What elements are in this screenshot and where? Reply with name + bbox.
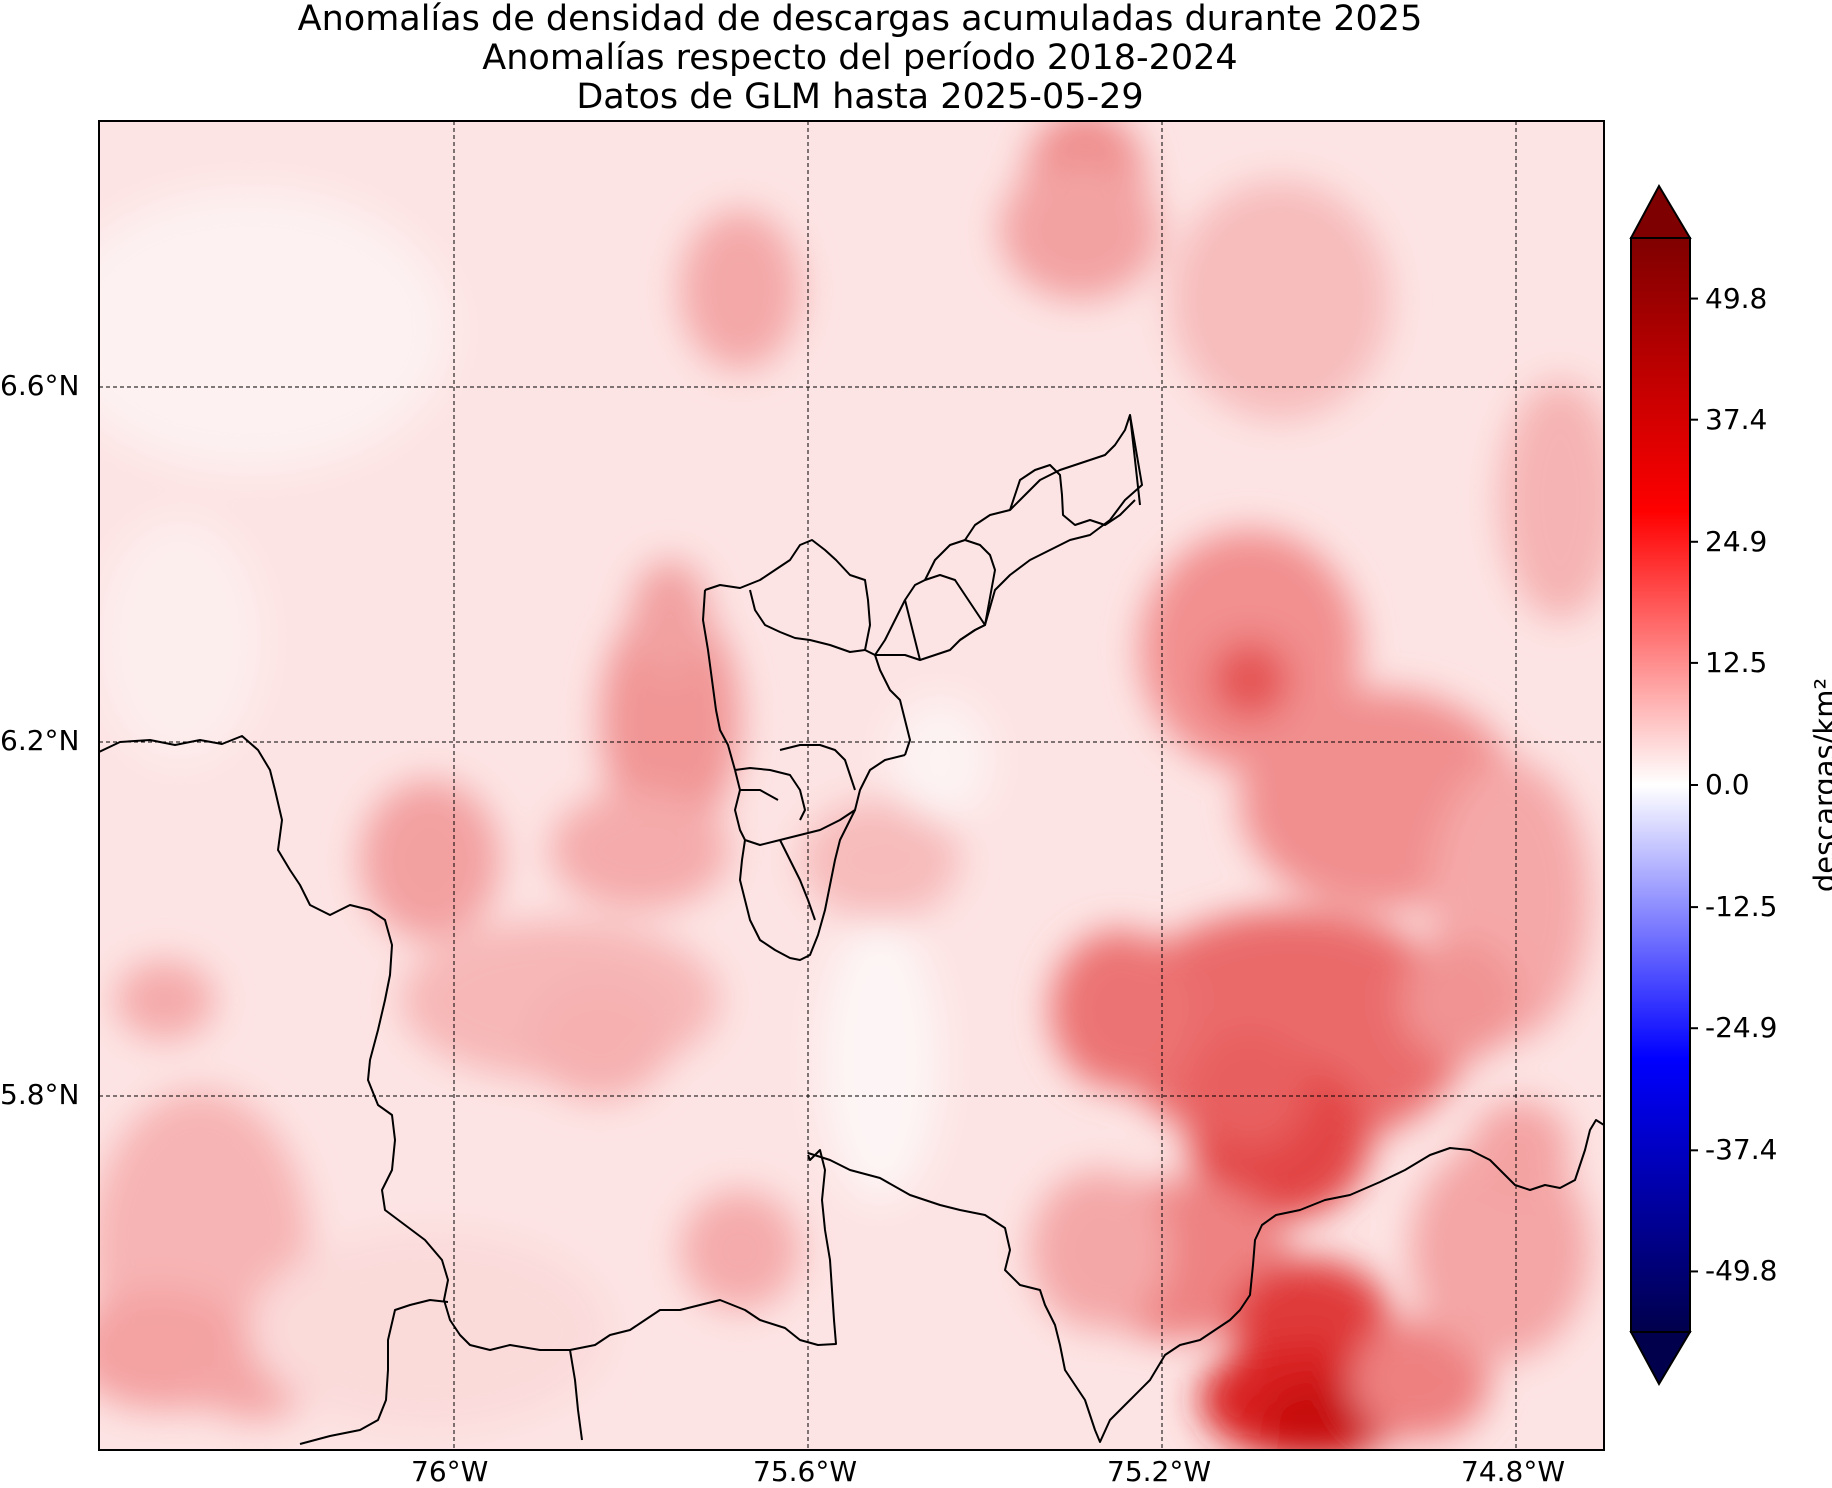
colorbar-tick-label: -24.9 bbox=[1705, 1011, 1778, 1045]
lat-tick-6-2: 6.2°N bbox=[0, 724, 80, 757]
lon-tick-75-6: 75.6°W bbox=[753, 1455, 858, 1488]
colorbar bbox=[1629, 183, 1698, 1387]
boundary-municipality-12 bbox=[779, 744, 856, 791]
boundary-municipality-9 bbox=[1009, 464, 1136, 526]
colorbar-tick-label: -12.5 bbox=[1705, 890, 1778, 924]
colorbar-extend-top bbox=[1629, 183, 1692, 239]
boundary-municipality-15 bbox=[779, 839, 816, 921]
plot-frame bbox=[98, 120, 1605, 1451]
lat-tick-5-8: 5.8°N bbox=[0, 1078, 80, 1111]
colorbar-extend-bottom bbox=[1629, 1331, 1692, 1387]
colorbar-tick-label: 37.4 bbox=[1705, 402, 1768, 436]
title-line-1: Anomalías de densidad de descargas acumu… bbox=[297, 0, 1423, 39]
colorbar-tick-label: -37.4 bbox=[1705, 1133, 1778, 1167]
boundary-south-mid bbox=[569, 1349, 583, 1441]
boundary-south-west bbox=[299, 1299, 449, 1445]
colorbar-tick-label: 24.9 bbox=[1705, 524, 1768, 558]
title-line-2: Anomalías respecto del período 2018-2024 bbox=[482, 38, 1238, 78]
gridlines bbox=[99, 121, 1604, 1450]
boundary-municipality-1 bbox=[702, 589, 736, 771]
title-line-3: Datos de GLM hasta 2025-05-29 bbox=[576, 77, 1144, 117]
map-title: Anomalías de densidad de descargas acumu… bbox=[0, 0, 1720, 117]
boundary-municipality-13 bbox=[740, 789, 779, 801]
lon-tick-74-8: 74.8°W bbox=[1461, 1455, 1566, 1488]
boundary-west bbox=[99, 735, 837, 1351]
anomaly-field bbox=[99, 121, 1604, 1450]
colorbar-tick-label: -49.8 bbox=[1705, 1254, 1778, 1288]
field-blobs bbox=[99, 121, 1604, 1450]
boundary-municipality-11 bbox=[734, 767, 806, 821]
boundary-municipality-7 bbox=[964, 414, 1141, 541]
boundary-municipality-10 bbox=[734, 754, 906, 846]
colorbar-tick-label: 12.5 bbox=[1705, 645, 1768, 679]
boundary-municipality-14 bbox=[739, 809, 856, 961]
boundary-municipality-4 bbox=[874, 654, 911, 756]
boundary-south bbox=[807, 1119, 1604, 1443]
boundary-municipality-8 bbox=[959, 414, 1143, 641]
lat-tick-6-6: 6.6°N bbox=[0, 369, 80, 402]
lon-tick-76: 76°W bbox=[411, 1455, 489, 1488]
boundary-municipality-5 bbox=[904, 599, 921, 661]
colorbar-label: descargas/km² bbox=[1808, 677, 1832, 893]
colorbar-tick-label: 0.0 bbox=[1705, 768, 1750, 801]
colorbar-tick-label: 49.8 bbox=[1705, 281, 1768, 315]
colorbar-ticks bbox=[1690, 297, 1698, 1273]
boundary-municipality-north bbox=[704, 539, 876, 656]
boundary-municipality-6 bbox=[924, 539, 996, 626]
boundary-municipality-2 bbox=[749, 589, 866, 653]
lon-tick-75-2: 75.2°W bbox=[1107, 1455, 1212, 1488]
colorbar-body bbox=[1630, 237, 1691, 1333]
administrative-boundaries bbox=[99, 414, 1604, 1445]
